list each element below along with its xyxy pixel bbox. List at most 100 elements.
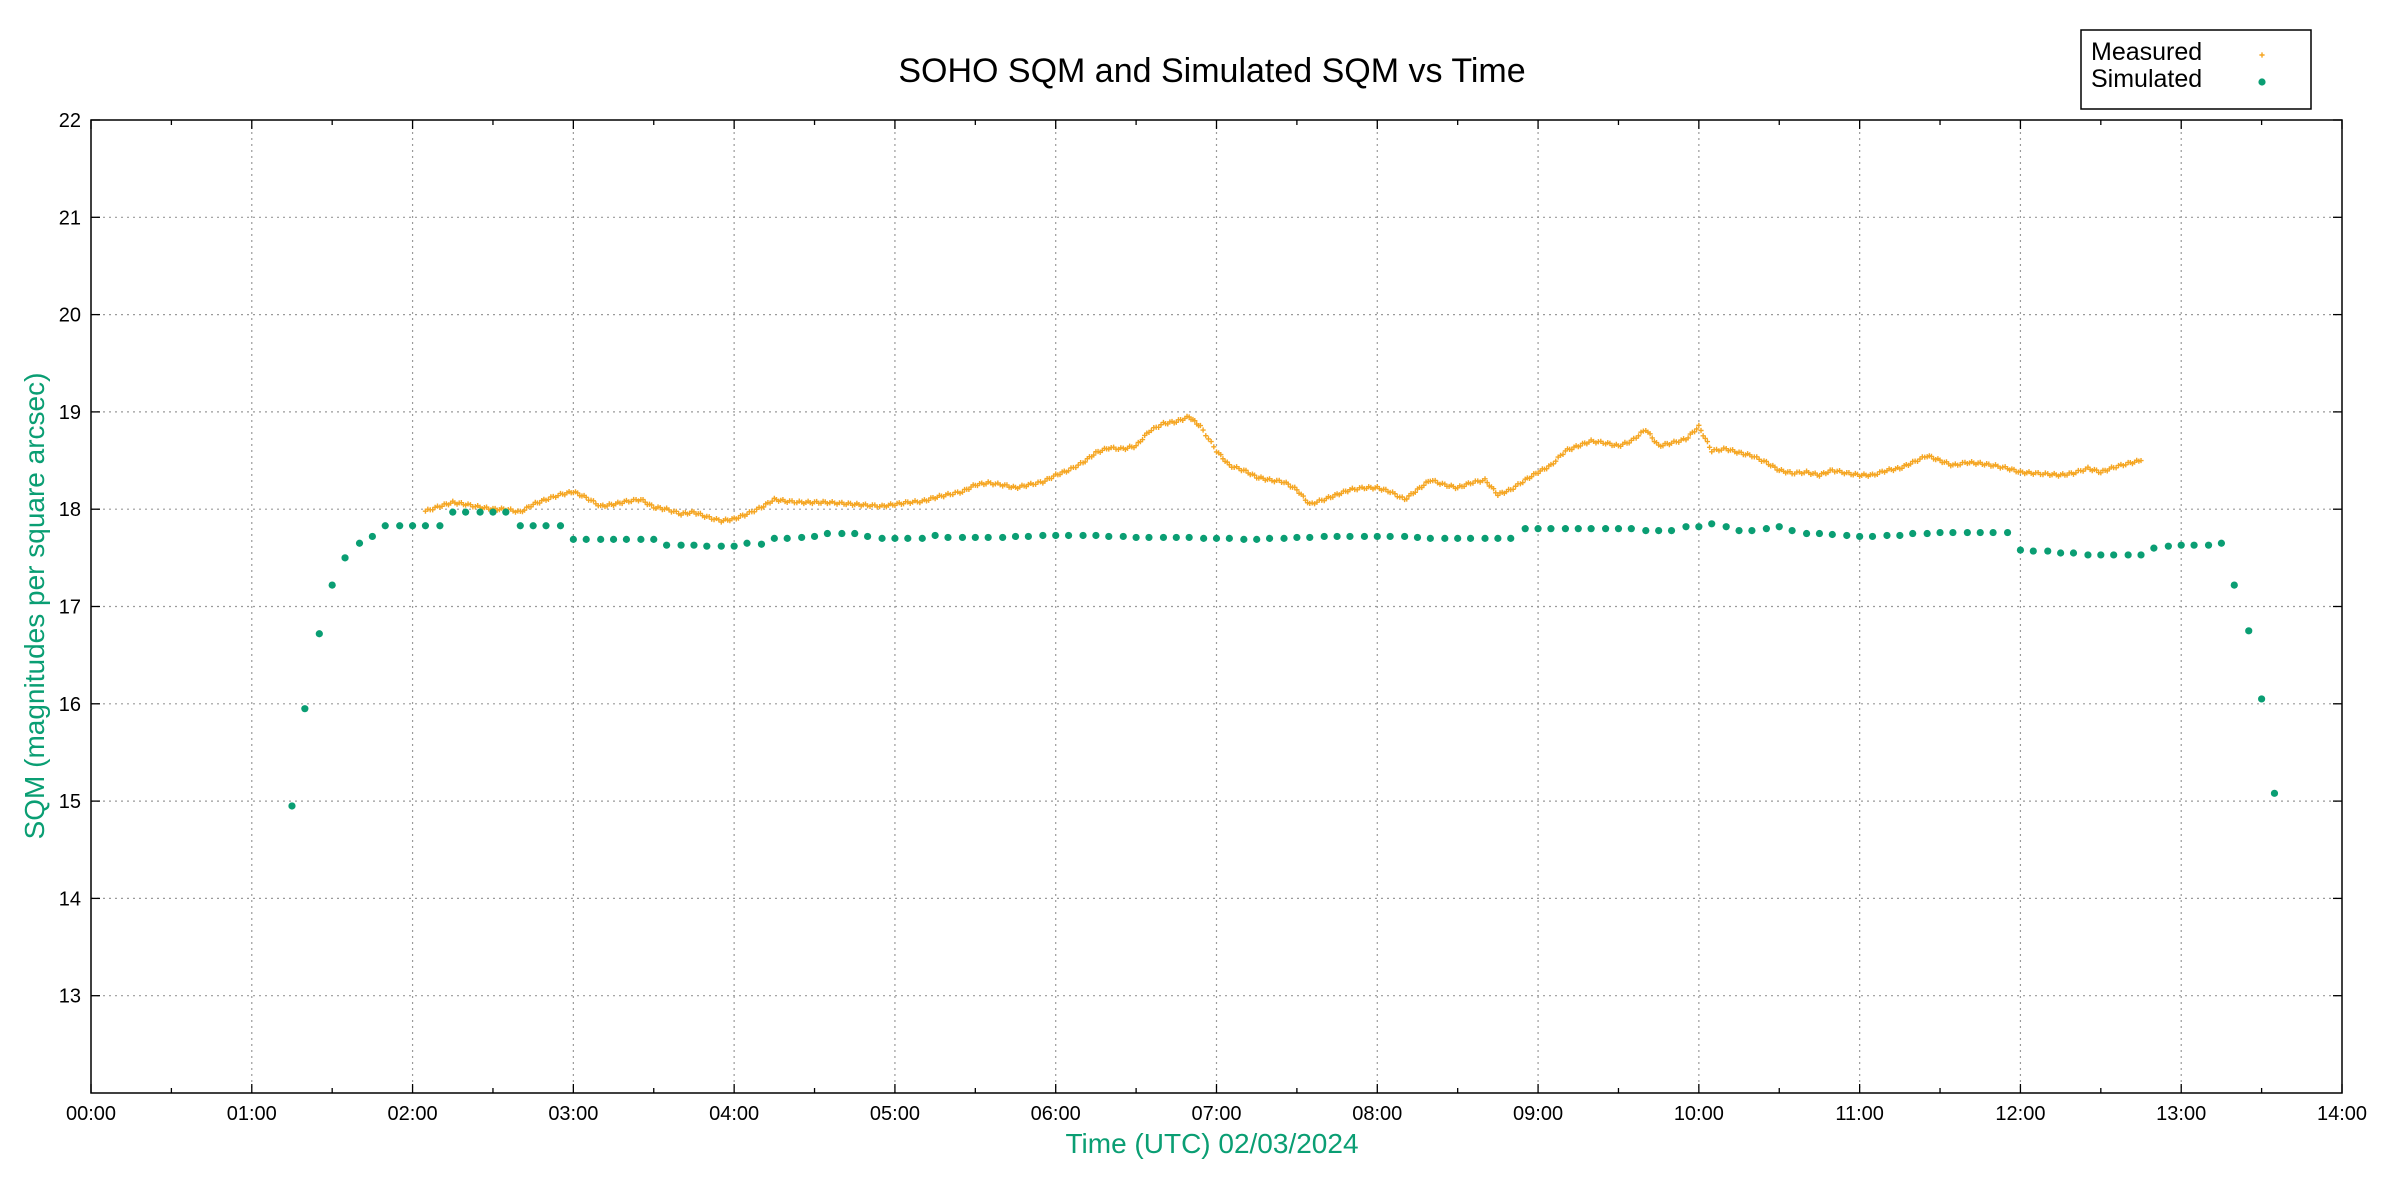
- measured-point: [1704, 439, 1711, 445]
- simulated-point: [944, 533, 952, 542]
- simulated-point: [1627, 525, 1635, 533]
- simulated-point: [529, 522, 537, 530]
- simulated-point: [2270, 789, 2279, 797]
- simulated-point: [1092, 531, 1100, 540]
- measured-point: [1404, 496, 1410, 502]
- simulated-point: [703, 542, 711, 550]
- simulated-point: [1561, 525, 1570, 533]
- x-tick-label: 05:00: [870, 1103, 920, 1125]
- measured-point: [1763, 458, 1769, 465]
- simulated-point: [582, 535, 590, 543]
- chart-title: SOHO SQM and Simulated SQM vs Time: [898, 52, 1525, 90]
- legend-label-measured: Measured: [2091, 38, 2202, 66]
- simulated-point: [999, 533, 1007, 542]
- measured-point: [1091, 452, 1097, 458]
- simulated-point: [489, 508, 497, 516]
- simulated-point: [810, 532, 819, 541]
- measured-point: [1218, 452, 1224, 458]
- simulated-point: [1132, 533, 1140, 542]
- simulated-point: [904, 534, 912, 542]
- measured-point: [1550, 461, 1556, 467]
- simulated-point: [1306, 533, 1314, 542]
- simulated-point: [863, 532, 872, 541]
- simulated-point: [1320, 532, 1328, 541]
- simulated-point: [2044, 547, 2052, 555]
- simulated-point: [1507, 534, 1515, 542]
- measured-point: [1421, 482, 1427, 488]
- measured-point: [769, 498, 775, 504]
- x-tick-label: 10:00: [1674, 1103, 1724, 1125]
- measured-legend-glyph: [2259, 52, 2265, 58]
- simulated-point: [1011, 532, 1020, 541]
- simulated-point: [1360, 532, 1369, 541]
- simulated-point: [1735, 527, 1743, 535]
- simulated-point: [1802, 529, 1811, 538]
- simulated-point: [1333, 532, 1341, 541]
- simulated-point: [1105, 532, 1113, 541]
- x-tick-label: 09:00: [1513, 1103, 1563, 1125]
- measured-point: [1042, 478, 1048, 484]
- simulated-point: [1989, 528, 1997, 537]
- simulated-point: [597, 535, 605, 543]
- simulated-point: [1386, 532, 1394, 541]
- simulated-point: [516, 522, 524, 530]
- simulated-point: [1574, 525, 1582, 533]
- measured-series: [422, 413, 2144, 525]
- measured-point: [1702, 435, 1708, 442]
- simulated-point: [2069, 549, 2078, 557]
- measured-point: [1490, 486, 1497, 492]
- measured-point: [1520, 479, 1526, 486]
- simulated-point: [1909, 529, 1917, 538]
- simulated-point: [1602, 525, 1610, 533]
- y-tick-label: 19: [59, 402, 81, 424]
- measured-point: [590, 498, 597, 504]
- y-axis-label: SQM (magnitudes per square arcsec): [19, 373, 50, 840]
- simulated-point: [971, 533, 979, 542]
- simulated-point: [341, 554, 349, 562]
- simulated-point: [1253, 535, 1261, 543]
- simulated-point: [355, 539, 364, 547]
- simulated-point: [878, 534, 886, 542]
- measured-point: [1649, 435, 1655, 441]
- y-tick-label: 22: [59, 110, 81, 132]
- simulated-point: [1856, 532, 1864, 541]
- simulated-point: [1426, 534, 1434, 542]
- x-tick-label: 11:00: [1835, 1103, 1884, 1125]
- measured-point: [1192, 418, 1198, 424]
- measured-point: [761, 504, 767, 510]
- simulated-point: [1682, 523, 1690, 531]
- x-tick-label: 07:00: [1191, 1103, 1241, 1125]
- simulated-point: [1547, 525, 1555, 533]
- simulated-point: [421, 522, 430, 530]
- simulated-point: [2204, 541, 2213, 549]
- measured-point: [1294, 487, 1300, 493]
- simulated-point: [1401, 532, 1409, 541]
- simulated-point: [2190, 541, 2198, 549]
- simulated-point: [2016, 546, 2025, 554]
- simulated-point: [622, 535, 631, 543]
- simulated-point: [1079, 531, 1087, 540]
- legend-marker-measured: [2259, 52, 2265, 58]
- measured-point: [1482, 476, 1488, 482]
- measured-point: [1544, 466, 1550, 472]
- simulated-point: [1788, 527, 1796, 535]
- measured-point: [575, 490, 581, 496]
- simulated-point: [2097, 551, 2105, 559]
- simulated-point: [315, 630, 323, 638]
- simulated-point: [1225, 534, 1233, 542]
- measured-point: [2138, 457, 2144, 464]
- measured-point: [1224, 459, 1230, 465]
- x-tick-label: 00:00: [66, 1103, 116, 1125]
- simulated-point: [569, 535, 577, 543]
- simulated-point: [1976, 528, 1984, 537]
- measured-point: [1292, 484, 1298, 490]
- simulated-point: [1240, 535, 1248, 543]
- simulated-point: [1883, 531, 1891, 540]
- simulated-point: [783, 534, 791, 542]
- simulated-point: [1159, 533, 1168, 542]
- measured-point: [649, 502, 655, 508]
- y-tick-label: 13: [59, 986, 81, 1008]
- measured-point: [1907, 461, 1914, 467]
- simulated-point: [1655, 527, 1663, 535]
- simulated-point: [984, 533, 992, 542]
